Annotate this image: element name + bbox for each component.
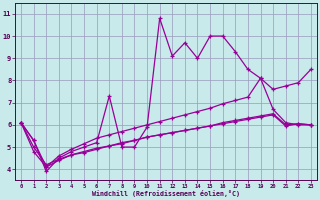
X-axis label: Windchill (Refroidissement éolien,°C): Windchill (Refroidissement éolien,°C): [92, 190, 240, 197]
